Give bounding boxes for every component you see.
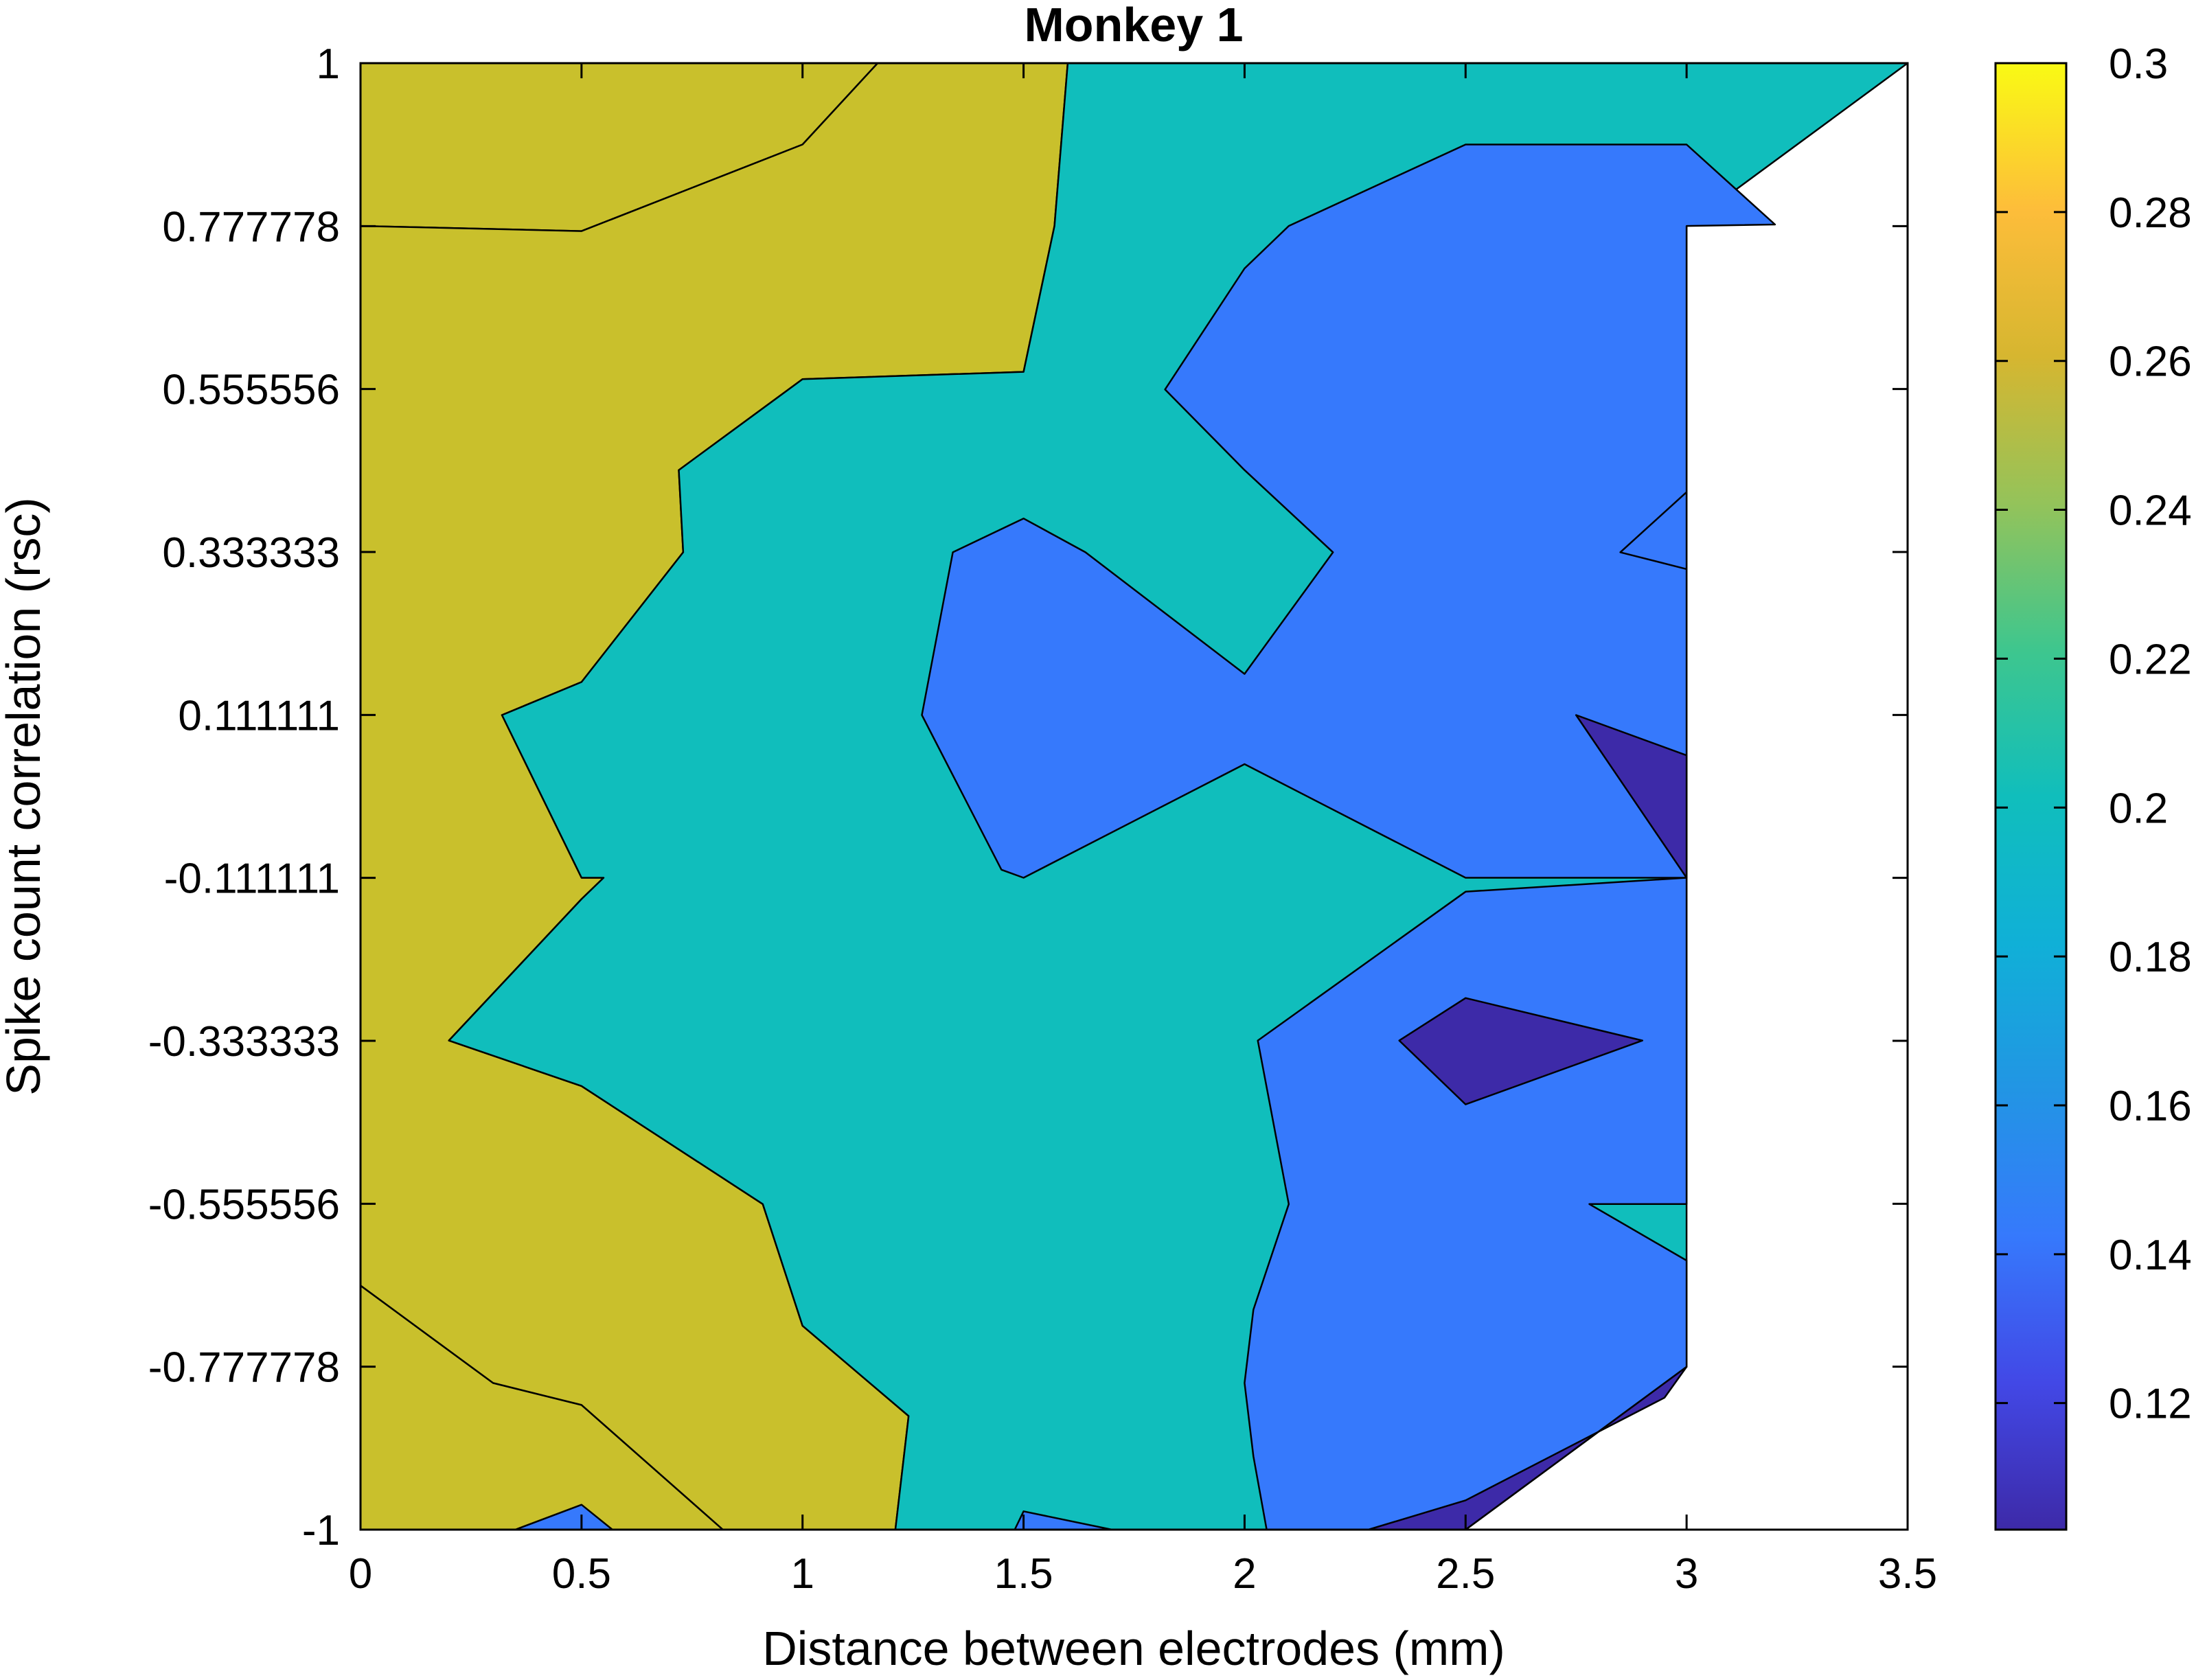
x-tick-label: 1.5	[994, 1550, 1053, 1598]
chart-title: Monkey 1	[1025, 0, 1244, 51]
contour-region-9	[1398, 997, 1644, 1105]
plot-frame	[359, 62, 1909, 1531]
colorbar-tick-label: 0.28	[2109, 189, 2192, 237]
y-axis: -1 -0.777778 -0.555556 -0.333333 -0.111111 0.…	[148, 41, 1908, 1554]
y-tick-label: -1	[302, 1507, 340, 1554]
x-axis-label: Distance between electrodes (mm)	[762, 1622, 1505, 1675]
contour-region-8	[1575, 714, 1688, 879]
x-tick-label: 2	[1233, 1550, 1256, 1598]
y-axis-label: Spike count correlation (rsc)	[0, 497, 50, 1095]
y-tick-label: 0.333333	[162, 529, 340, 577]
contour-region-7	[1014, 1510, 1113, 1530]
colorbar-tick-label: 0.18	[2109, 934, 2192, 981]
y-tick-label: 0.777778	[162, 203, 340, 251]
colorbar-gradient	[1994, 62, 2068, 1531]
colorbar: 0.12 0.14 0.16 0.18 0.2 0.22 0.24 0.26 0.28 0.3	[1994, 41, 2192, 1531]
plot-area	[361, 63, 1908, 1530]
contour-region-4	[921, 143, 1776, 879]
x-tick-label: 3.5	[1878, 1550, 1937, 1598]
colorbar-tick-label: 0.3	[2109, 41, 2168, 88]
y-tick-label: 1	[317, 41, 340, 88]
colorbar-tick-label: 0.12	[2109, 1381, 2192, 1428]
x-tick-label: 1	[790, 1550, 814, 1598]
colorbar-tick-label: 0.22	[2109, 636, 2192, 683]
x-axis: 0 0.5 1 1.5 2 2.5 3 3.5	[349, 63, 1937, 1598]
contour-region-10	[1367, 1366, 1688, 1530]
x-tick-label: 0	[349, 1550, 372, 1598]
colorbar-tick-label: 0.24	[2109, 487, 2192, 535]
colorbar-tick-label: 0.16	[2109, 1083, 2192, 1130]
y-tick-label: 0.555556	[162, 367, 340, 414]
x-tick-label: 3	[1675, 1550, 1698, 1598]
y-tick-label: -0.777778	[148, 1344, 340, 1392]
y-tick-label: -0.555556	[148, 1181, 340, 1228]
colorbar-tick-label: 0.2	[2109, 785, 2168, 832]
y-tick-label: -0.111111	[164, 855, 340, 903]
contour-region-6	[514, 1504, 614, 1530]
y-tick-label: -0.333333	[148, 1018, 340, 1066]
y-tick-label: 0.111111	[178, 692, 340, 739]
colorbar-tick-label: 0.26	[2109, 338, 2192, 386]
x-tick-label: 0.5	[552, 1550, 611, 1598]
x-tick-label: 2.5	[1436, 1550, 1495, 1598]
colorbar-tick-label: 0.14	[2109, 1232, 2192, 1279]
